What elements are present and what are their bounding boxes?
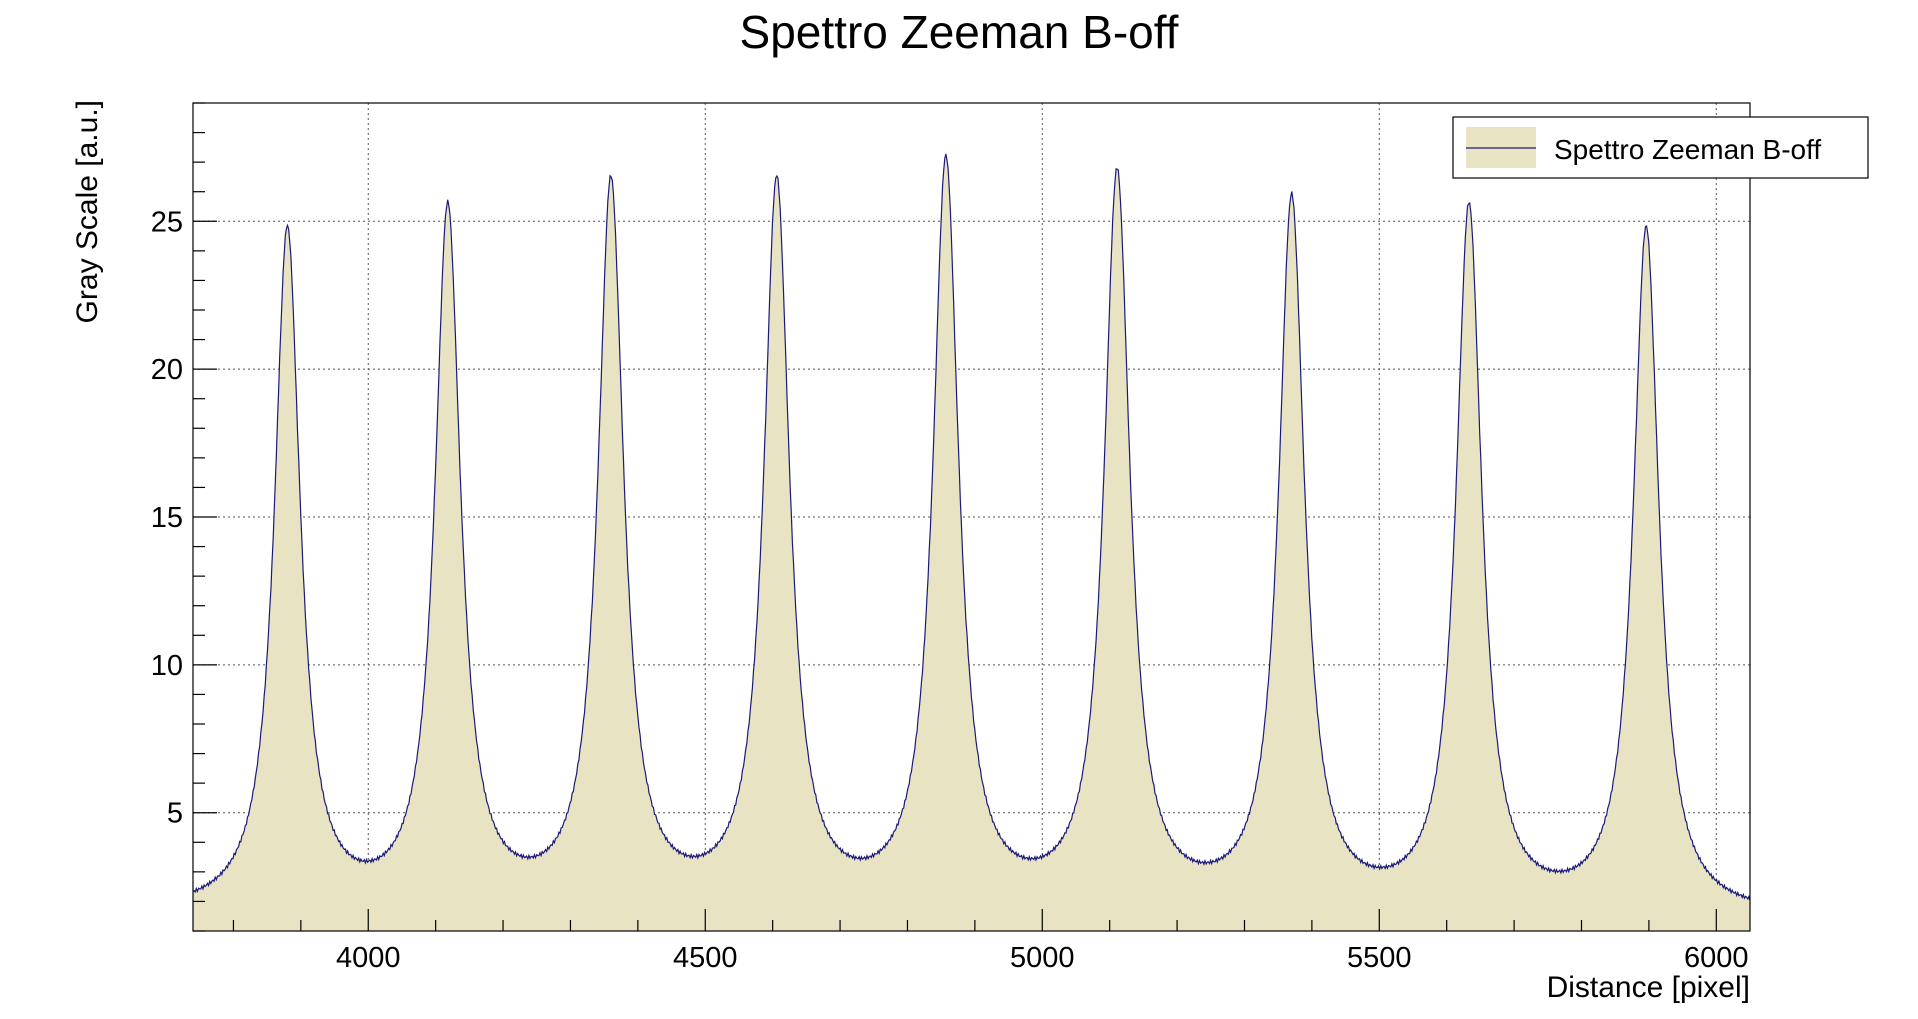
x-tick-label: 4000 [336, 942, 401, 974]
chart-title: Spettro Zeeman B-off [740, 6, 1179, 58]
y-tick-label: 25 [151, 206, 183, 238]
y-axis-label: Gray Scale [a.u.] [71, 100, 104, 323]
series-line [192, 153, 1751, 901]
legend: Spettro Zeeman B-off [1452, 116, 1869, 179]
x-tick-label: 4500 [673, 942, 738, 974]
x-tick-label: 5000 [1010, 942, 1075, 974]
y-tick-label: 20 [151, 354, 183, 386]
x-tick-label: 6000 [1684, 942, 1749, 974]
y-tick-label: 15 [151, 502, 183, 534]
x-axis-label: Distance [pixel] [1547, 971, 1750, 1004]
legend-entry-label: Spettro Zeeman B-off [1554, 134, 1821, 165]
y-tick-label: 5 [167, 798, 183, 830]
series-area [193, 154, 1750, 931]
y-tick-label: 10 [151, 650, 183, 682]
grid [193, 103, 1750, 931]
series-layer [192, 153, 1751, 931]
axes: 4000 4500 5000 5500 6000 5 10 15 20 25 [151, 102, 1751, 974]
x-tick-label: 5500 [1347, 942, 1412, 974]
